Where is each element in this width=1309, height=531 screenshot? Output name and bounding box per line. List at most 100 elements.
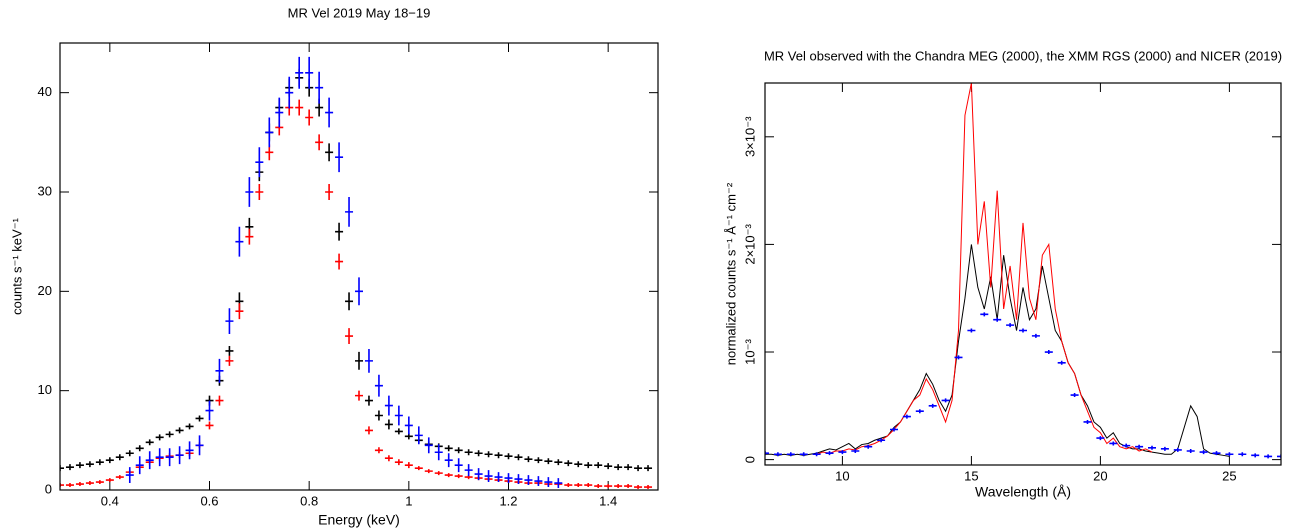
error-cross — [285, 76, 294, 109]
error-cross — [1148, 445, 1156, 450]
error-cross — [205, 421, 214, 430]
error-cross — [614, 464, 623, 471]
error-cross — [1186, 449, 1195, 454]
error-cross — [1031, 333, 1040, 338]
error-cross — [85, 461, 94, 468]
error-cross — [75, 482, 84, 487]
error-cross — [125, 450, 134, 457]
x-tick-label: 20 — [1093, 468, 1107, 483]
error-cross — [484, 470, 493, 483]
error-cross — [1122, 443, 1131, 448]
error-cross — [864, 444, 873, 449]
error-cross — [877, 438, 886, 443]
error-cross — [902, 414, 911, 419]
error-cross — [584, 483, 593, 488]
error-cross — [644, 465, 653, 472]
error-cross — [1096, 436, 1105, 441]
error-cross — [404, 462, 413, 469]
error-cross — [634, 485, 643, 490]
error-cross — [335, 142, 344, 173]
error-cross — [1238, 452, 1247, 457]
error-cross — [374, 447, 383, 454]
error-cross — [928, 403, 937, 408]
error-cross — [60, 483, 64, 488]
error-cross — [205, 400, 214, 421]
error-cross — [464, 449, 473, 456]
error-cross — [838, 450, 847, 455]
x-tick-label: 0.6 — [200, 493, 218, 508]
error-cross — [145, 451, 154, 470]
error-cross — [1264, 454, 1273, 459]
error-cross — [1135, 444, 1144, 449]
error-cross — [265, 117, 274, 148]
error-cross — [325, 143, 334, 162]
error-cross — [1109, 441, 1118, 446]
error-cross — [384, 395, 393, 416]
error-cross — [444, 473, 453, 478]
error-cross — [1006, 323, 1015, 328]
x-tick-label: 10 — [835, 468, 849, 483]
error-cross — [374, 374, 383, 397]
error-cross — [215, 358, 224, 383]
error-cross — [424, 437, 433, 454]
plot-frame — [764, 82, 1282, 466]
error-cross — [594, 484, 603, 489]
error-cross — [75, 462, 84, 469]
error-cross — [464, 464, 473, 477]
error-cross — [175, 446, 184, 465]
error-cross — [315, 71, 324, 104]
error-cross — [504, 473, 513, 484]
x-tick-label: 1 — [405, 493, 412, 508]
error-cross — [394, 428, 403, 435]
chart-title: MR Vel observed with the Chandra MEG (20… — [764, 48, 1282, 63]
x-axis-label: Energy (keV) — [318, 512, 400, 528]
x-tick-label: 25 — [1222, 468, 1236, 483]
error-cross — [1057, 360, 1066, 365]
x-tick-label: 0.4 — [101, 493, 119, 508]
error-cross — [554, 478, 563, 489]
error-cross — [165, 431, 174, 438]
error-cross — [624, 464, 633, 471]
error-cross — [454, 474, 463, 479]
error-cross — [812, 452, 821, 457]
error-cross — [95, 480, 104, 485]
error-cross — [444, 453, 453, 468]
error-cross — [145, 439, 154, 446]
error-cross — [185, 423, 194, 430]
error-cross — [195, 415, 204, 422]
error-cross — [1044, 350, 1053, 355]
y-tick-label: 40 — [38, 84, 52, 99]
y-tick-label: 10 — [38, 382, 52, 397]
y-axis-label: counts s⁻¹ keV⁻¹ — [9, 217, 24, 314]
error-cross — [454, 458, 463, 473]
error-cross — [604, 484, 613, 489]
plot: MR Vel 2019 May 18−19 Energy (keV) counts … — [9, 5, 659, 528]
x-tick-label: 1.4 — [599, 493, 617, 508]
error-cross — [773, 452, 782, 457]
error-cross — [594, 462, 603, 469]
error-cross — [993, 317, 1002, 322]
error-cross — [65, 464, 74, 471]
error-cross — [364, 426, 373, 435]
error-cross — [454, 447, 463, 454]
y-tick-label: 10⁻³ — [742, 339, 757, 365]
error-cross — [195, 435, 204, 456]
error-cross — [514, 454, 523, 461]
error-cross — [105, 457, 114, 464]
error-cross — [255, 147, 264, 178]
error-cross — [851, 449, 860, 454]
error-cross — [915, 409, 924, 414]
y-tick-label: 2×10⁻³ — [742, 224, 757, 265]
error-cross — [275, 97, 284, 128]
error-cross — [60, 465, 64, 472]
error-cross — [954, 355, 963, 360]
error-cross — [325, 184, 334, 200]
error-cross — [444, 445, 453, 452]
error-cross — [574, 483, 583, 488]
error-cross — [574, 461, 583, 468]
error-cross — [799, 452, 808, 457]
error-cross — [524, 456, 533, 463]
error-cross — [175, 427, 184, 434]
error-cross — [335, 253, 344, 270]
error-cross — [95, 459, 104, 466]
